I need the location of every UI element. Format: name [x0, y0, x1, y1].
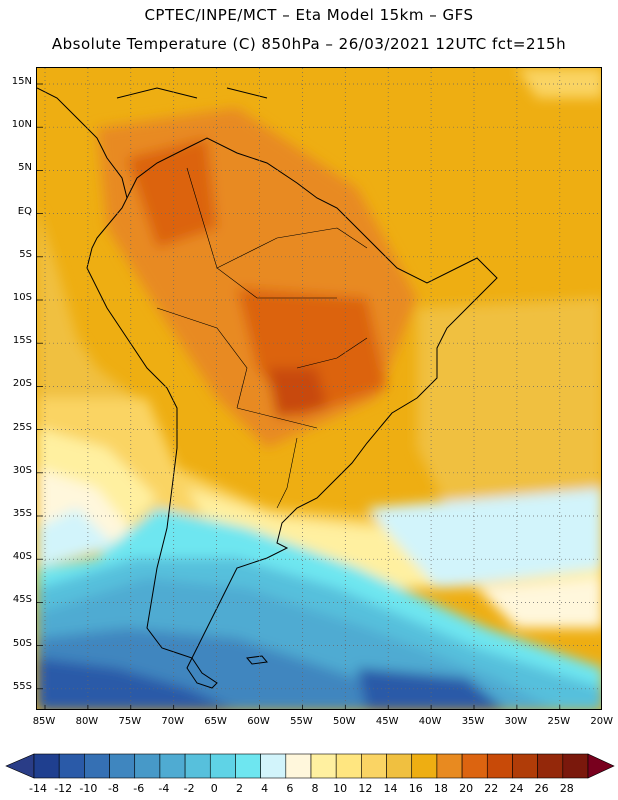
- lat-label: 5N: [18, 162, 32, 174]
- colorbar-swatch: [159, 753, 186, 779]
- lon-label: 30W: [504, 716, 528, 727]
- lon-label: 35W: [461, 716, 485, 727]
- colorbar-swatch: [209, 753, 236, 779]
- colorbar-over-triangle: [587, 753, 615, 779]
- colorbar-label: 22: [484, 782, 499, 795]
- colorbar-swatch: [562, 753, 589, 779]
- colorbar-label: -4: [158, 782, 170, 795]
- lat-label: 50S: [12, 637, 32, 649]
- colorbar-label: 18: [433, 782, 448, 795]
- colorbar-label: 24: [509, 782, 524, 795]
- lon-label: 40W: [418, 716, 442, 727]
- title-line-1: CPTEC/INPE/MCT – Eta Model 15km – GFS: [144, 6, 474, 24]
- colorbar: [5, 753, 615, 779]
- colorbar-swatch: [486, 753, 513, 779]
- caribbean-outline: [116, 87, 268, 99]
- colorbar-label: -14: [29, 782, 47, 795]
- lat-label: 5S: [19, 248, 32, 260]
- falkland-islands: [246, 655, 268, 665]
- lat-label: 25S: [12, 421, 32, 433]
- lat-label: 15N: [11, 76, 32, 87]
- colorbar-label: -10: [79, 782, 98, 795]
- colorbar-swatch: [411, 753, 438, 779]
- colorbar-label: 10: [333, 782, 348, 795]
- temperature-field: [37, 68, 601, 709]
- lat-label: 10S: [12, 292, 32, 303]
- colorbar-swatch: [134, 753, 161, 779]
- lon-label: 70W: [161, 716, 184, 727]
- map-panel: [36, 67, 602, 710]
- lon-label: 25W: [547, 716, 571, 727]
- colorbar-label: -8: [108, 782, 120, 795]
- lat-label: 15S: [12, 335, 32, 347]
- colorbar-under-triangle: [5, 753, 35, 779]
- lat-label: 20S: [12, 378, 32, 390]
- lat-label: 55S: [12, 680, 32, 692]
- colorbar-label: 26: [534, 782, 549, 795]
- colorbar-swatch: [84, 753, 110, 779]
- colorbar-label: -12: [54, 782, 73, 795]
- colorbar-swatch: [109, 753, 136, 779]
- colorbar-swatch: [386, 753, 413, 779]
- colorbar-label: 8: [311, 782, 319, 795]
- colorbar-label: 0: [210, 782, 218, 795]
- colorbar-label: 4: [261, 782, 269, 795]
- graticule: [37, 68, 601, 709]
- lon-label: 55W: [290, 716, 313, 727]
- colorbar-label: -6: [133, 782, 145, 795]
- lat-label: 45S: [12, 594, 32, 606]
- colorbar-swatch: [461, 753, 488, 779]
- colorbar-swatch: [335, 753, 362, 779]
- colorbar-label: 12: [358, 782, 373, 795]
- lon-label: 60W: [247, 716, 270, 727]
- lon-label: 80W: [75, 716, 99, 727]
- lon-label: 75W: [118, 716, 142, 727]
- colorbar-swatch: [184, 753, 211, 779]
- lon-label: 20W: [590, 716, 613, 727]
- lon-label: 85W: [32, 716, 56, 727]
- colorbar-label: 6: [286, 782, 294, 795]
- colorbar-label: 14: [383, 782, 398, 795]
- temperature-map: [37, 68, 601, 709]
- colorbar-swatch: [285, 753, 312, 779]
- colorbar-label: 28: [559, 782, 574, 795]
- lat-label: 35S: [12, 508, 32, 519]
- colorbar-swatch: [260, 753, 287, 779]
- colorbar-swatch: [512, 753, 538, 779]
- title-line-2: Absolute Temperature (C) 850hPa – 26/03/…: [51, 35, 567, 53]
- central-america-outline: [37, 87, 128, 199]
- colorbar-label: -2: [183, 782, 195, 795]
- lon-label: 65W: [204, 716, 227, 727]
- south-america-outline: [86, 137, 498, 689]
- colorbar-swatch: [436, 753, 463, 779]
- lat-label: 40S: [12, 551, 32, 563]
- colorbar-swatch: [361, 753, 387, 779]
- colorbar-swatch: [235, 753, 261, 779]
- lat-label: 30S: [12, 464, 32, 476]
- colorbar-swatch: [33, 753, 60, 779]
- lon-label: 45W: [375, 716, 399, 727]
- colorbar-label: 20: [459, 782, 474, 795]
- colorbar-label: 16: [408, 782, 423, 795]
- colorbar-swatch: [58, 753, 85, 779]
- lon-label: 50W: [332, 716, 356, 727]
- lat-label: 10N: [11, 119, 32, 131]
- colorbar-swatch: [537, 753, 564, 779]
- country-borders: [156, 167, 368, 509]
- colorbar-label: 2: [235, 782, 243, 795]
- lat-label: EQ: [17, 205, 32, 217]
- colorbar-swatch: [310, 753, 337, 779]
- coastlines: [37, 87, 498, 689]
